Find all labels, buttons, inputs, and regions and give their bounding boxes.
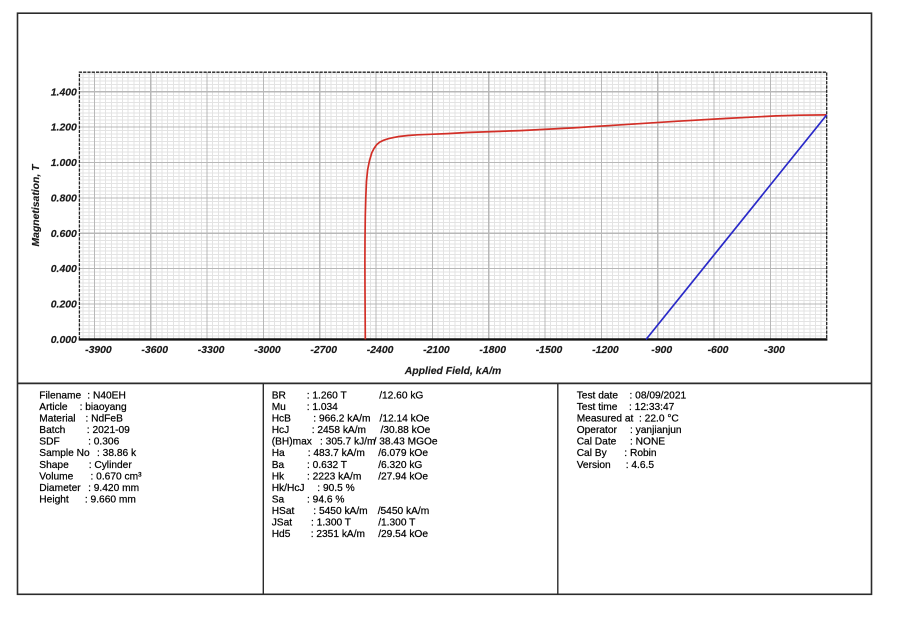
- svg-text:Volume: Volume: [39, 471, 73, 482]
- svg-text:: NONE: : NONE: [630, 437, 665, 448]
- svg-text:Filename: Filename: [39, 391, 81, 402]
- svg-text:(BH)max: (BH)max: [272, 437, 312, 448]
- svg-text:: 1.260 T: : 1.260 T: [307, 391, 347, 402]
- svg-text:1.000: 1.000: [51, 158, 77, 169]
- svg-text:Measured at: Measured at: [577, 414, 634, 425]
- svg-text:Operator: Operator: [577, 425, 618, 436]
- svg-text:Hd5: Hd5: [272, 529, 291, 540]
- svg-text:0.000: 0.000: [51, 335, 77, 346]
- svg-text:: 305.7 kJ/m: : 305.7 kJ/m: [320, 437, 376, 448]
- svg-text:: N40EH: : N40EH: [87, 391, 126, 402]
- svg-text:: 1.034: : 1.034: [307, 402, 338, 413]
- svg-text:0.400: 0.400: [51, 264, 77, 275]
- svg-text:: 0.632 T: : 0.632 T: [307, 460, 347, 471]
- svg-text:Mu: Mu: [272, 402, 286, 413]
- svg-text:Hk/HcJ: Hk/HcJ: [272, 483, 305, 494]
- svg-text:: 94.6 %: : 94.6 %: [307, 494, 344, 505]
- svg-text:: 2351 kA/m: : 2351 kA/m: [311, 529, 365, 540]
- svg-text:: 38.86 k: : 38.86 k: [97, 448, 137, 459]
- svg-text:Cal Date: Cal Date: [577, 437, 617, 448]
- svg-text:: 9.420 mm: : 9.420 mm: [88, 483, 139, 494]
- svg-text:0.800: 0.800: [51, 194, 77, 205]
- svg-text:BR: BR: [272, 391, 286, 402]
- svg-text:0.600: 0.600: [51, 229, 77, 240]
- svg-text:Diameter: Diameter: [39, 483, 81, 494]
- svg-text:: 08/09/2021: : 08/09/2021: [630, 391, 687, 402]
- svg-text:Cal By: Cal By: [577, 448, 608, 459]
- svg-text:Ba: Ba: [272, 460, 285, 471]
- svg-text:SDF: SDF: [39, 437, 59, 448]
- svg-text:-3000: -3000: [254, 345, 281, 356]
- svg-text:Material: Material: [39, 414, 75, 425]
- svg-text:-3600: -3600: [141, 345, 168, 356]
- svg-text:: Robin: : Robin: [624, 448, 656, 459]
- svg-text:/ 38.43 MGOe: / 38.43 MGOe: [374, 437, 438, 448]
- svg-text:-3900: -3900: [85, 345, 112, 356]
- svg-text:/27.94 kOe: /27.94 kOe: [378, 471, 428, 482]
- svg-text:-300: -300: [764, 345, 785, 356]
- svg-text:: 966.2 kA/m: : 966.2 kA/m: [313, 414, 370, 425]
- svg-text:-2100: -2100: [423, 345, 450, 356]
- svg-text:: 2223 kA/m: : 2223 kA/m: [307, 471, 361, 482]
- svg-text:: Cylinder: : Cylinder: [89, 460, 133, 471]
- svg-text:/1.300 T: /1.300 T: [378, 517, 415, 528]
- svg-text:Applied Field, kA/m: Applied Field, kA/m: [404, 366, 501, 377]
- svg-text:1.400: 1.400: [51, 87, 77, 98]
- svg-text:/12.60 kG: /12.60 kG: [379, 391, 423, 402]
- svg-text:: 0.306: : 0.306: [88, 437, 119, 448]
- svg-text:-600: -600: [708, 345, 729, 356]
- svg-text:HcJ: HcJ: [272, 425, 290, 436]
- svg-text:Test date: Test date: [577, 391, 619, 402]
- svg-text:HcB: HcB: [272, 414, 291, 425]
- svg-text:-2400: -2400: [367, 345, 394, 356]
- svg-text:: biaoyang: : biaoyang: [80, 402, 127, 413]
- svg-text:0.200: 0.200: [51, 300, 77, 311]
- svg-text:/5450 kA/m: /5450 kA/m: [378, 506, 430, 517]
- svg-text:: 0.670 cm³: : 0.670 cm³: [91, 471, 143, 482]
- svg-text:: NdFeB: : NdFeB: [86, 414, 124, 425]
- svg-text:: 2021-09: : 2021-09: [87, 425, 130, 436]
- svg-text:: 5450 kA/m: : 5450 kA/m: [313, 506, 367, 517]
- svg-text:/30.88 kOe: /30.88 kOe: [381, 425, 431, 436]
- svg-text:/12.14 kOe: /12.14 kOe: [380, 414, 430, 425]
- svg-text:: 2458 kA/m: : 2458 kA/m: [312, 425, 366, 436]
- svg-text:Magnetisation, T: Magnetisation, T: [31, 163, 42, 247]
- svg-text:Test time: Test time: [577, 402, 618, 413]
- svg-text:/6.079 kOe: /6.079 kOe: [378, 448, 428, 459]
- svg-text:JSat: JSat: [272, 517, 293, 528]
- svg-text:HSat: HSat: [272, 506, 295, 517]
- svg-text:/6.320 kG: /6.320 kG: [378, 460, 422, 471]
- svg-text:Version: Version: [577, 460, 611, 471]
- svg-text:: 483.7 kA/m: : 483.7 kA/m: [308, 448, 365, 459]
- svg-text:-1800: -1800: [479, 345, 506, 356]
- svg-text:Ha: Ha: [272, 448, 285, 459]
- svg-text:Article: Article: [39, 402, 68, 413]
- svg-text:Hk: Hk: [272, 471, 285, 482]
- svg-text:-900: -900: [651, 345, 672, 356]
- svg-text:-2700: -2700: [310, 345, 337, 356]
- svg-text:Height: Height: [39, 494, 69, 505]
- svg-text:: 1.300 T: : 1.300 T: [311, 517, 351, 528]
- svg-text:-1500: -1500: [536, 345, 563, 356]
- svg-text:: 90.5 %: : 90.5 %: [317, 483, 354, 494]
- svg-text:-3300: -3300: [198, 345, 225, 356]
- svg-text:Sample No: Sample No: [39, 448, 90, 459]
- svg-text:/29.54 kOe: /29.54 kOe: [378, 529, 428, 540]
- svg-text:: 22.0 °C: : 22.0 °C: [639, 414, 679, 425]
- svg-text:Shape: Shape: [39, 460, 69, 471]
- svg-text:: 9.660 mm: : 9.660 mm: [85, 494, 136, 505]
- svg-text:Batch: Batch: [39, 425, 65, 436]
- svg-text:Sa: Sa: [272, 494, 285, 505]
- svg-text:1.200: 1.200: [51, 123, 77, 134]
- svg-text:: yanjianjun: : yanjianjun: [630, 425, 682, 436]
- svg-text:: 12:33:47: : 12:33:47: [629, 402, 675, 413]
- svg-text:-1200: -1200: [592, 345, 619, 356]
- svg-text:: 4.6.5: : 4.6.5: [626, 460, 655, 471]
